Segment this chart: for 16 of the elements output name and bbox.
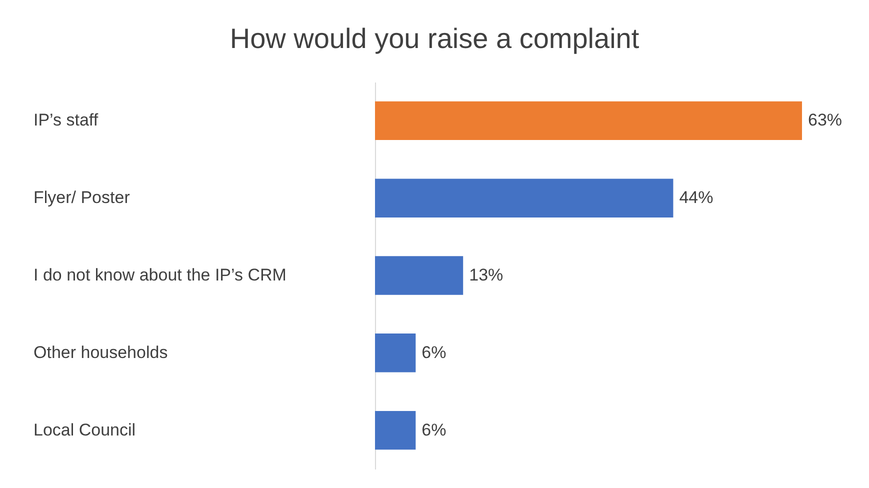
bar xyxy=(375,410,416,450)
bar xyxy=(375,256,464,295)
y-tick-label: IP’s staff xyxy=(34,110,98,130)
y-tick-label: I do not know about the IP’s CRM xyxy=(34,266,286,284)
data-label: 13% xyxy=(469,266,504,284)
chart-title: How would you raise a complaint xyxy=(230,23,640,54)
bar xyxy=(375,334,416,372)
data-label: 6% xyxy=(422,342,446,362)
y-tick-label: Other households xyxy=(34,342,168,362)
data-label: 63% xyxy=(808,110,842,130)
bar xyxy=(375,101,802,140)
data-label: 44% xyxy=(679,188,714,208)
y-tick-label: Flyer/ Poster xyxy=(34,188,130,208)
y-tick-label: Local Council xyxy=(34,420,136,440)
bar xyxy=(375,178,674,218)
data-label: 6% xyxy=(422,420,446,440)
